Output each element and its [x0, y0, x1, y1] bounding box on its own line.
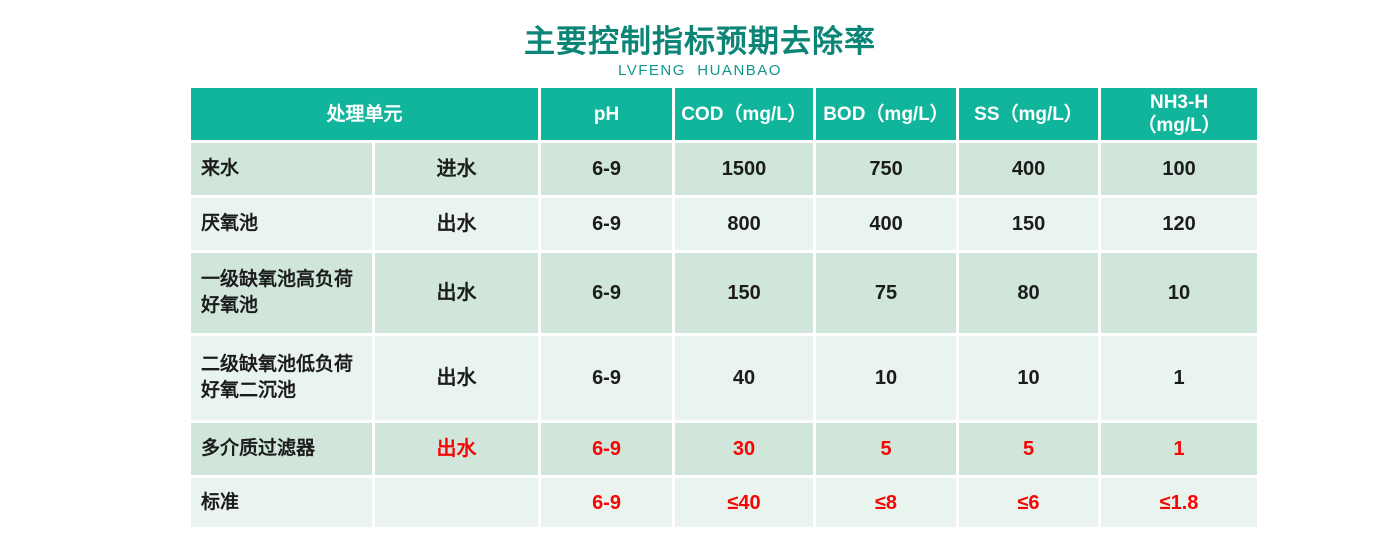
cell-bod: 400: [816, 198, 957, 250]
col-header-nh3-line2: （mg/L）: [1137, 115, 1221, 136]
cell-cod: 800: [675, 198, 814, 250]
cell-nh3: 1: [1101, 336, 1258, 420]
col-header-nh3-line1: NH3-H: [1149, 92, 1209, 113]
indicators-table: 处理单元 pH COD（mg/L） BOD（mg/L） SS（mg/L） NH3…: [188, 85, 1261, 530]
col-header-bod: BOD（mg/L）: [816, 88, 957, 140]
table-row-stage2-anoxic-clarifier: 二级缺氧池低负荷好氧二沉池 出水 6-9 40 10 10 1: [191, 336, 1258, 420]
cell-ss: 80: [959, 253, 1099, 333]
table-row-standard: 标准 6-9 ≤40 ≤8 ≤6 ≤1.8: [191, 478, 1258, 527]
cell-ph: 6-9: [541, 143, 673, 195]
cell-ph: 6-9: [541, 478, 673, 527]
cell-cod: 1500: [675, 143, 814, 195]
cell-bod: 10: [816, 336, 957, 420]
cell-unit-name: 标准: [191, 478, 372, 527]
cell-ph: 6-9: [541, 336, 673, 420]
cell-flow-type: 出水: [375, 253, 539, 333]
col-header-ss: SS（mg/L）: [959, 88, 1099, 140]
cell-nh3: 100: [1101, 143, 1258, 195]
cell-flow-type: 出水: [375, 423, 539, 475]
cell-nh3: ≤1.8: [1101, 478, 1258, 527]
table-row-multimedia-filter: 多介质过滤器 出水 6-9 30 5 5 1: [191, 423, 1258, 475]
col-header-ph: pH: [541, 88, 673, 140]
cell-cod: 30: [675, 423, 814, 475]
page-title: 主要控制指标预期去除率: [524, 24, 876, 59]
cell-ss: 10: [959, 336, 1099, 420]
cell-cod: ≤40: [675, 478, 814, 527]
cell-ss: 150: [959, 198, 1099, 250]
cell-bod: 5: [816, 423, 957, 475]
cell-nh3: 1: [1101, 423, 1258, 475]
cell-cod: 40: [675, 336, 814, 420]
cell-ss: ≤6: [959, 478, 1099, 527]
cell-ph: 6-9: [541, 253, 673, 333]
cell-ss: 400: [959, 143, 1099, 195]
cell-unit-name: 厌氧池: [191, 198, 372, 250]
cell-flow-type: 出水: [375, 198, 539, 250]
cell-unit-name: 一级缺氧池高负荷好氧池: [191, 253, 372, 333]
cell-cod: 150: [675, 253, 814, 333]
cell-flow-type: 出水: [375, 336, 539, 420]
table-row-stage1-anoxic-aerobic: 一级缺氧池高负荷好氧池 出水 6-9 150 75 80 10: [191, 253, 1258, 333]
cell-unit-name: 二级缺氧池低负荷好氧二沉池: [191, 336, 372, 420]
cell-ss: 5: [959, 423, 1099, 475]
cell-ph: 6-9: [541, 423, 673, 475]
table-row-anaerobic-tank: 厌氧池 出水 6-9 800 400 150 120: [191, 198, 1258, 250]
col-header-cod: COD（mg/L）: [675, 88, 814, 140]
cell-bod: 750: [816, 143, 957, 195]
page-subtitle: LVFENG HUANBAO: [618, 62, 782, 79]
cell-nh3: 10: [1101, 253, 1258, 333]
cell-bod: ≤8: [816, 478, 957, 527]
cell-flow-type: [375, 478, 539, 527]
cell-ph: 6-9: [541, 198, 673, 250]
cell-flow-type: 进水: [375, 143, 539, 195]
cell-bod: 75: [816, 253, 957, 333]
cell-unit-name: 多介质过滤器: [191, 423, 372, 475]
title-block: 主要控制指标预期去除率 LVFENG HUANBAO: [0, 0, 1400, 80]
cell-unit-name: 来水: [191, 143, 372, 195]
header-row: 处理单元 pH COD（mg/L） BOD（mg/L） SS（mg/L） NH3…: [191, 88, 1258, 140]
table-row-incoming-water: 来水 进水 6-9 1500 750 400 100: [191, 143, 1258, 195]
cell-nh3: 120: [1101, 198, 1258, 250]
col-header-unit: 处理单元: [191, 88, 539, 140]
col-header-nh3: NH3-H （mg/L）: [1101, 88, 1258, 140]
